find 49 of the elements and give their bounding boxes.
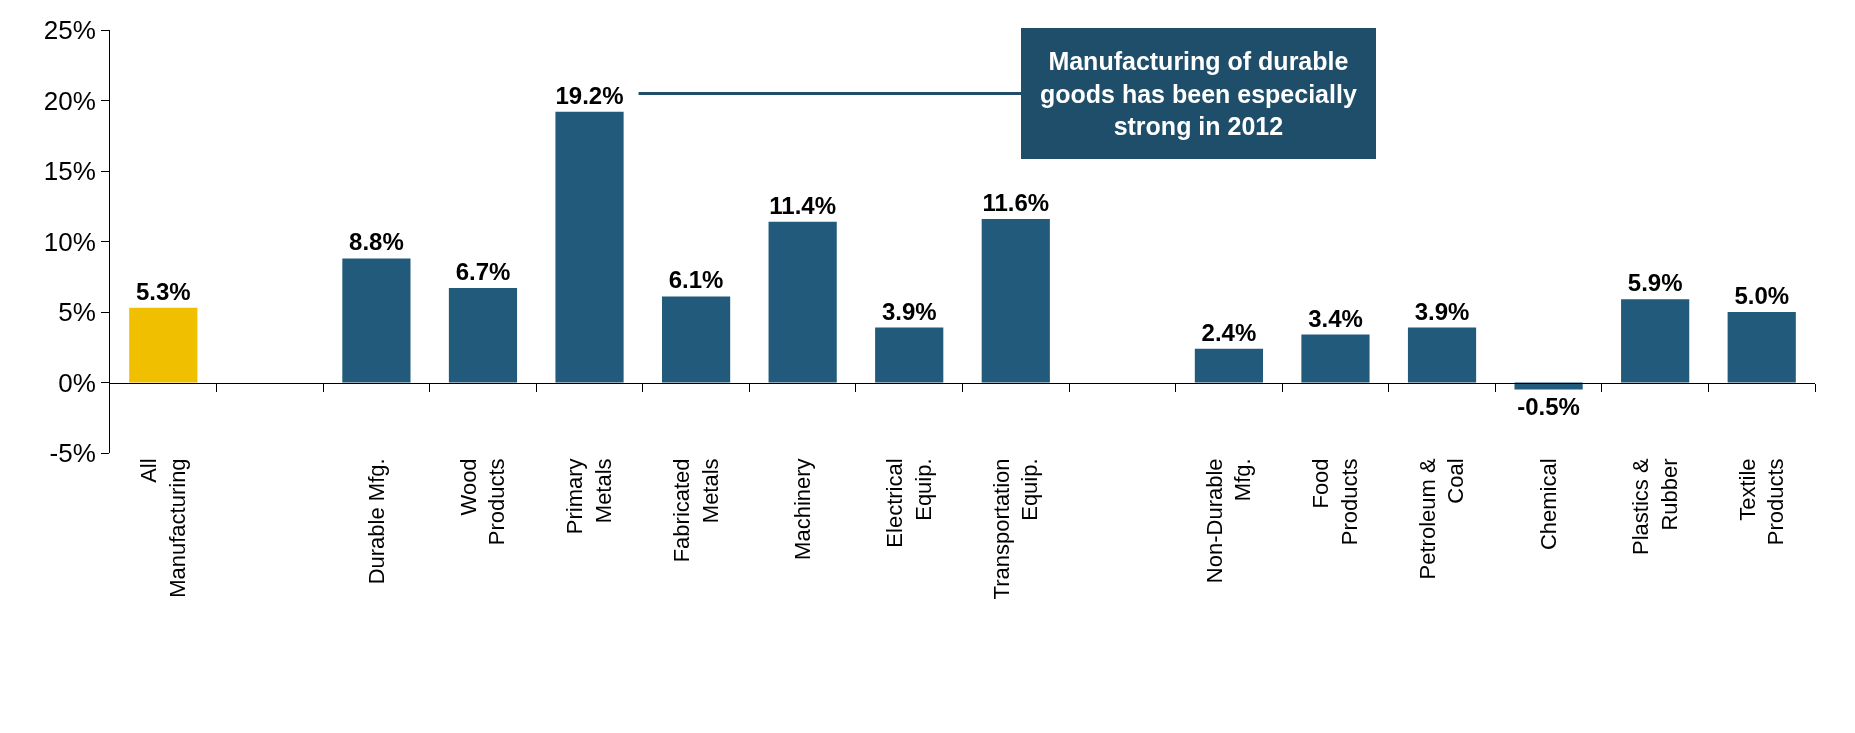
x-tick-label: Transportation Equip. (988, 458, 1043, 600)
x-tick-label: All Manufacturing (136, 458, 190, 598)
x-tick-label: Fabricated Metals (668, 458, 723, 563)
x-tick-label: Durable Mfg. (363, 458, 389, 585)
bar (1194, 348, 1264, 383)
y-tick-label: 25% (43, 15, 96, 46)
data-label: 11.6% (982, 188, 1050, 216)
bar (555, 111, 624, 383)
bar (342, 258, 411, 383)
x-tick-label: Electrical Equip. (882, 458, 936, 548)
data-label: 2.4% (1201, 318, 1257, 346)
bar (875, 327, 944, 383)
data-label: 6.7% (455, 258, 511, 286)
data-label: 5.0% (1734, 282, 1790, 309)
bar (1301, 334, 1370, 383)
data-label: 3.9% (1414, 297, 1470, 325)
data-label: 3.4% (1308, 304, 1363, 332)
bar (448, 288, 518, 383)
data-label: 5.9% (1627, 269, 1683, 297)
y-tick-label: 5% (58, 297, 96, 328)
y-tick-label: 10% (43, 226, 96, 257)
y-tick-label: -5% (49, 438, 96, 469)
x-tick-label: Primary Metals (562, 458, 616, 535)
data-label: 19.2% (555, 81, 624, 109)
bar (1621, 299, 1690, 383)
bar (981, 218, 1050, 383)
annotation: Manufacturing of durable goods has been especially strong in 2012 (1040, 47, 1357, 140)
data-label: 3.9% (881, 297, 937, 325)
x-tick-label: Plastics & Rubber (1628, 458, 1682, 555)
x-tick-label: Machinery (789, 458, 815, 560)
data-label: 8.8% (349, 228, 404, 256)
x-tick-label: Petroleum & Coal (1414, 458, 1469, 580)
x-tick-label: Textile Products (1734, 458, 1789, 546)
data-label: -0.5% (1517, 392, 1580, 420)
x-tick-label: Non-Durable Mfg. (1201, 458, 1256, 584)
bar (129, 307, 198, 383)
data-label: 11.4% (769, 191, 837, 219)
x-tick-label: Chemical (1535, 458, 1561, 551)
y-tick-label: 0% (58, 367, 96, 398)
data-label: 6.1% (668, 266, 724, 294)
bar (1727, 312, 1796, 383)
x-tick-label: Wood Products (455, 458, 510, 546)
bar (1407, 327, 1477, 383)
y-tick-label: 15% (43, 156, 96, 187)
x-tick-label: Food Products (1308, 458, 1362, 546)
y-tick-label: 20% (43, 85, 96, 116)
bar (768, 221, 837, 383)
bar (661, 296, 731, 383)
data-label: 5.3% (135, 277, 191, 305)
